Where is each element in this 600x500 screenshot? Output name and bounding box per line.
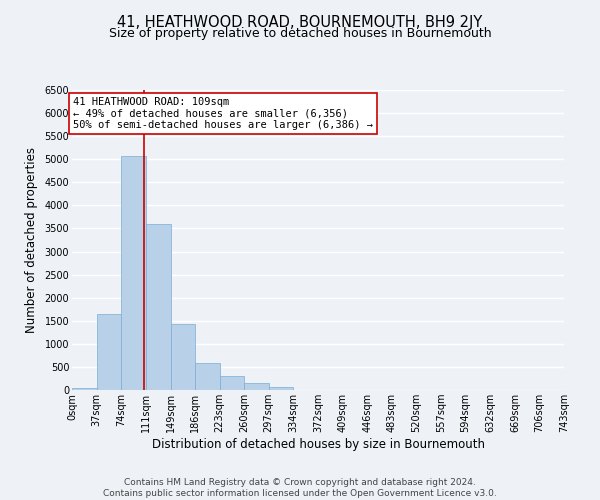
- Bar: [244, 383, 269, 390]
- Bar: [121, 156, 146, 390]
- Bar: [97, 314, 121, 390]
- Bar: [72, 388, 97, 390]
- Text: Contains HM Land Registry data © Crown copyright and database right 2024.
Contai: Contains HM Land Registry data © Crown c…: [103, 478, 497, 498]
- Y-axis label: Number of detached properties: Number of detached properties: [25, 147, 38, 333]
- Bar: [195, 363, 220, 390]
- Text: 41, HEATHWOOD ROAD, BOURNEMOUTH, BH9 2JY: 41, HEATHWOOD ROAD, BOURNEMOUTH, BH9 2JY: [118, 15, 482, 30]
- X-axis label: Distribution of detached houses by size in Bournemouth: Distribution of detached houses by size …: [151, 438, 485, 451]
- Bar: [170, 324, 195, 390]
- Text: 41 HEATHWOOD ROAD: 109sqm
← 49% of detached houses are smaller (6,356)
50% of se: 41 HEATHWOOD ROAD: 109sqm ← 49% of detac…: [73, 97, 373, 130]
- Bar: [146, 224, 170, 390]
- Bar: [220, 376, 244, 390]
- Text: Size of property relative to detached houses in Bournemouth: Size of property relative to detached ho…: [109, 28, 491, 40]
- Bar: [269, 387, 293, 390]
